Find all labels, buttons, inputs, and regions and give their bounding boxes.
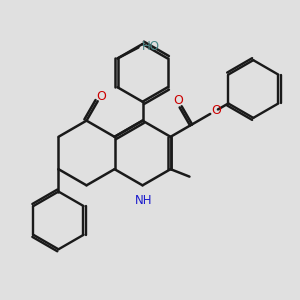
Text: O: O [96, 90, 106, 103]
Text: O: O [173, 94, 183, 107]
Text: HO: HO [141, 40, 159, 53]
Text: NH: NH [135, 194, 152, 207]
Text: O: O [211, 104, 221, 117]
